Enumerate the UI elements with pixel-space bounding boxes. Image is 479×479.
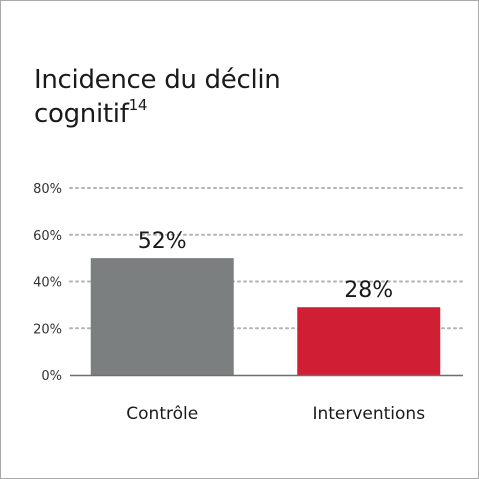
y-tick-label: 60% xyxy=(33,229,62,244)
title-line-2: cognitif14 xyxy=(34,97,280,131)
chart-title: Incidence du déclin cognitif14 xyxy=(34,63,281,131)
title-line-2-text: cognitif xyxy=(34,99,129,129)
data-label: 28% xyxy=(344,278,393,303)
title-line-1: Incidence du déclin xyxy=(34,65,281,95)
x-tick-label: Contrôle xyxy=(126,404,198,424)
data-label: 52% xyxy=(138,229,187,254)
bar xyxy=(297,307,441,375)
x-tick-label: Interventions xyxy=(312,404,425,424)
title-superscript: 14 xyxy=(128,96,148,115)
y-tick-label: 20% xyxy=(33,322,62,337)
bar xyxy=(90,258,234,375)
y-tick-label: 0% xyxy=(41,369,62,384)
y-tick-label: 40% xyxy=(33,276,62,291)
y-tick-label: 80% xyxy=(33,182,62,197)
